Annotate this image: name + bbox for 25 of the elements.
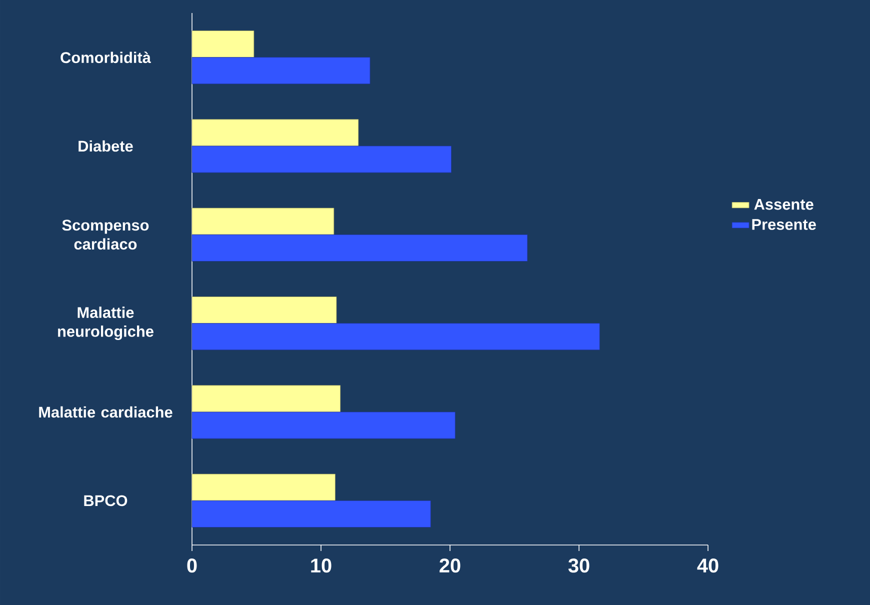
legend-label: Presente xyxy=(752,219,816,230)
y-tick-label: Malattie cardiache xyxy=(39,406,172,418)
y-tick-label: Diabete xyxy=(78,140,133,152)
bar xyxy=(192,412,456,439)
bar xyxy=(192,500,431,528)
x-tick-label: 0 xyxy=(187,558,197,573)
bar xyxy=(192,57,370,84)
y-tick-label: Malattie neurologiche xyxy=(58,306,154,340)
x-tick-label: 20 xyxy=(440,558,460,573)
bar xyxy=(192,296,337,324)
y-tick-label: Scompenso cardiaco xyxy=(62,220,149,250)
bar xyxy=(192,323,600,350)
x-tick-label: 40 xyxy=(697,558,718,573)
legend-label: Assente xyxy=(754,199,814,210)
bar xyxy=(192,30,254,58)
bar xyxy=(192,474,336,501)
bar xyxy=(192,208,334,235)
y-tick-label: Comorbidità xyxy=(60,52,151,64)
bar xyxy=(192,146,452,173)
x-tick-label: 30 xyxy=(568,558,590,573)
y-tick-label: BPCO xyxy=(84,495,128,506)
bar xyxy=(192,234,528,262)
bar xyxy=(192,119,359,146)
x-tick-label: 10 xyxy=(311,558,332,573)
bar xyxy=(192,385,341,412)
